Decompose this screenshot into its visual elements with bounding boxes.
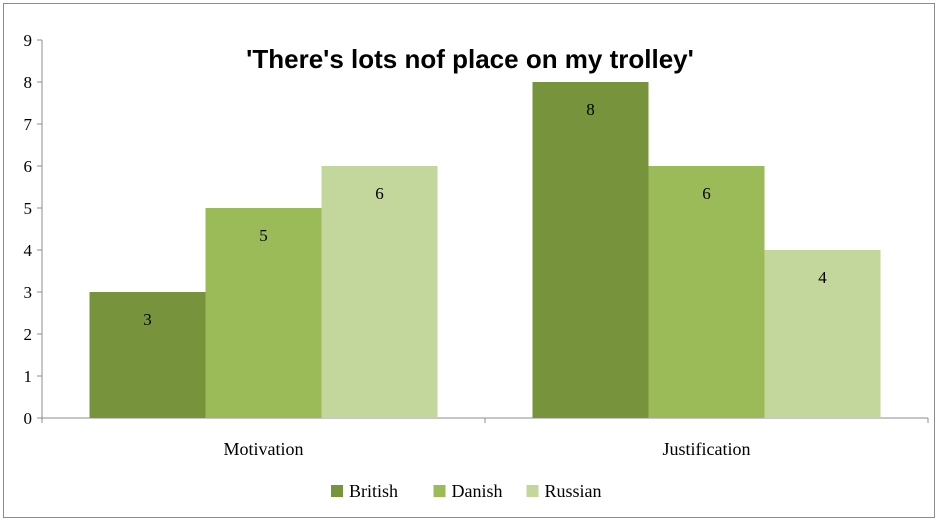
bar-british-justification	[532, 82, 649, 418]
bar-russian-justification	[764, 250, 881, 418]
x-category-label: Motivation	[224, 439, 304, 459]
legend-swatch-russian	[526, 485, 539, 497]
legend-label-british: British	[349, 481, 398, 501]
legend-label-danish: Danish	[452, 481, 503, 501]
y-tick-label: 5	[24, 199, 33, 218]
y-tick-label: 7	[24, 115, 33, 134]
legend: British Danish Russian	[331, 481, 602, 501]
y-tick-label: 2	[24, 325, 33, 344]
bar-danish-justification	[648, 166, 765, 418]
legend-label-russian: Russian	[545, 481, 602, 501]
x-category-label: Justification	[663, 439, 751, 459]
y-tick-label: 1	[24, 367, 33, 386]
data-labels: 3 5 6 8 6 4	[143, 100, 827, 329]
bars	[89, 82, 881, 418]
y-tick-label: 0	[24, 409, 33, 428]
y-tick-label: 3	[24, 283, 33, 302]
y-tick-label: 4	[24, 241, 33, 260]
y-tick-label: 9	[24, 31, 33, 50]
data-label: 6	[375, 184, 384, 203]
data-label: 4	[818, 268, 827, 287]
legend-swatch-danish	[433, 485, 446, 497]
y-tick-label: 8	[24, 73, 33, 92]
legend-swatch-british	[331, 485, 343, 497]
data-label: 3	[143, 310, 152, 329]
bar-british-motivation	[89, 292, 206, 418]
data-label: 8	[586, 100, 595, 119]
bar-danish-motivation	[205, 208, 322, 418]
y-tick-label: 6	[24, 157, 33, 176]
chart-title: 'There's lots nof place on my trolley'	[246, 44, 694, 74]
data-label: 5	[259, 226, 268, 245]
bar-russian-motivation	[321, 166, 438, 418]
data-label: 6	[702, 184, 711, 203]
